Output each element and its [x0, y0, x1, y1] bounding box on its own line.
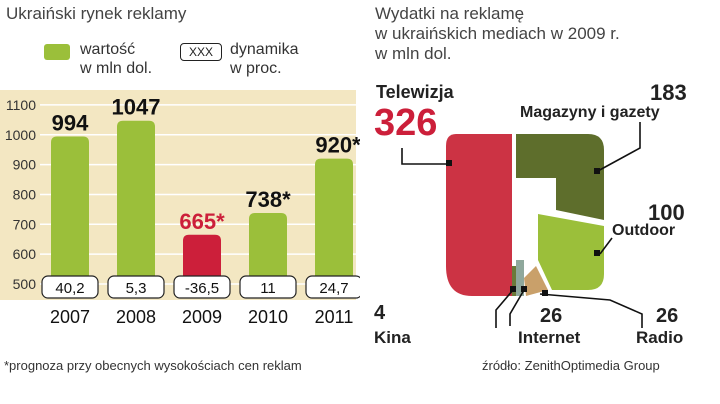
source: źródło: ZenithOptimedia Group — [482, 358, 660, 373]
y-tick-label: 600 — [13, 246, 37, 262]
footnote: *prognoza przy obecnych wysokościach cen… — [4, 358, 302, 373]
dynamics-label-2010: 11 — [260, 280, 276, 297]
slice-telewizja — [446, 134, 512, 296]
label-telewizja: Telewizja — [376, 82, 454, 102]
value-telewizja: 326 — [374, 102, 438, 144]
slice-radio — [524, 266, 548, 296]
dynamics-box-2011 — [305, 275, 360, 299]
x-label-2008: 2008 — [116, 307, 156, 327]
y-tick-label: 700 — [13, 216, 37, 232]
slice-outdoor — [538, 214, 604, 290]
bar-2007 — [51, 136, 89, 284]
y-tick-label: 900 — [13, 157, 37, 173]
x-label-2011: 2011 — [315, 307, 354, 327]
value-internet: 26 — [540, 305, 563, 327]
x-label-2010: 2010 — [248, 307, 288, 327]
dynamics-box-2008 — [107, 275, 165, 299]
dynamics-label-2008: 5,3 — [126, 280, 147, 297]
leader-lines — [401, 122, 643, 328]
label-radio: Radio — [636, 328, 684, 347]
bars — [51, 120, 353, 284]
value-label-2007: 994 — [52, 111, 89, 136]
dynamics-label-2011: 24,7 — [319, 280, 348, 297]
x-label-2007: 2007 — [50, 307, 90, 327]
y-tick-label: 800 — [13, 186, 37, 202]
y-tick-label: 500 — [13, 276, 37, 292]
value-radio: 26 — [656, 305, 679, 327]
legend-dynamics-box: XXX — [180, 43, 222, 61]
dynamics-box-2010 — [239, 275, 297, 299]
bar-2008 — [117, 120, 155, 284]
dynamics-label-2009: -36,5 — [185, 280, 219, 297]
legend-value-label: wartość w mln dol. — [80, 41, 153, 77]
label-outdoor: Outdoor — [612, 222, 676, 239]
dynamics-label-2007: 40,2 — [55, 280, 84, 297]
x-label-2009: 2009 — [182, 307, 222, 327]
label-kina: Kina — [374, 328, 411, 347]
bar-2011 — [315, 158, 353, 284]
label-internet: Internet — [518, 328, 581, 347]
pie-chart-title: Wydatki na reklamę w ukraińskich mediach… — [375, 4, 620, 63]
x-axis-labels: 2007 2008 2009 2010 2011 — [50, 307, 353, 327]
y-axis-ticks: 500 600 700 800 900 1000 1100 — [5, 97, 36, 292]
slice-magazyny — [516, 134, 604, 220]
value-label-2010: 738* — [245, 187, 291, 212]
dynamics-boxes: 40,2 5,3 -36,5 11 24,7 — [41, 275, 360, 299]
label-magazyny: Magazyny i gazety — [520, 104, 660, 121]
y-tick-label: 1100 — [6, 97, 36, 113]
value-label-2009: 665* — [179, 209, 225, 234]
value-label-2008: 1047 — [112, 95, 161, 120]
dynamics-box-2007 — [41, 275, 99, 299]
value-labels: 994 1047 665* 738* 920* — [52, 95, 360, 234]
value-kina: 4 — [374, 302, 386, 324]
bar-2009 — [183, 234, 221, 284]
value-label-2011: 920* — [315, 133, 360, 158]
legend-value-swatch — [44, 44, 70, 60]
value-outdoor: 100 — [648, 200, 685, 225]
value-magazyny: 183 — [650, 80, 687, 105]
y-tick-label: 1000 — [5, 127, 36, 143]
leader-dots — [446, 160, 600, 296]
legend-dynamics-label: dynamika w proc. — [230, 41, 299, 77]
bar-2010 — [249, 212, 287, 284]
bar-chart-title: Ukraiński rynek reklamy — [6, 4, 187, 23]
dynamics-box-2009 — [173, 275, 231, 299]
media-chart — [401, 122, 643, 328]
